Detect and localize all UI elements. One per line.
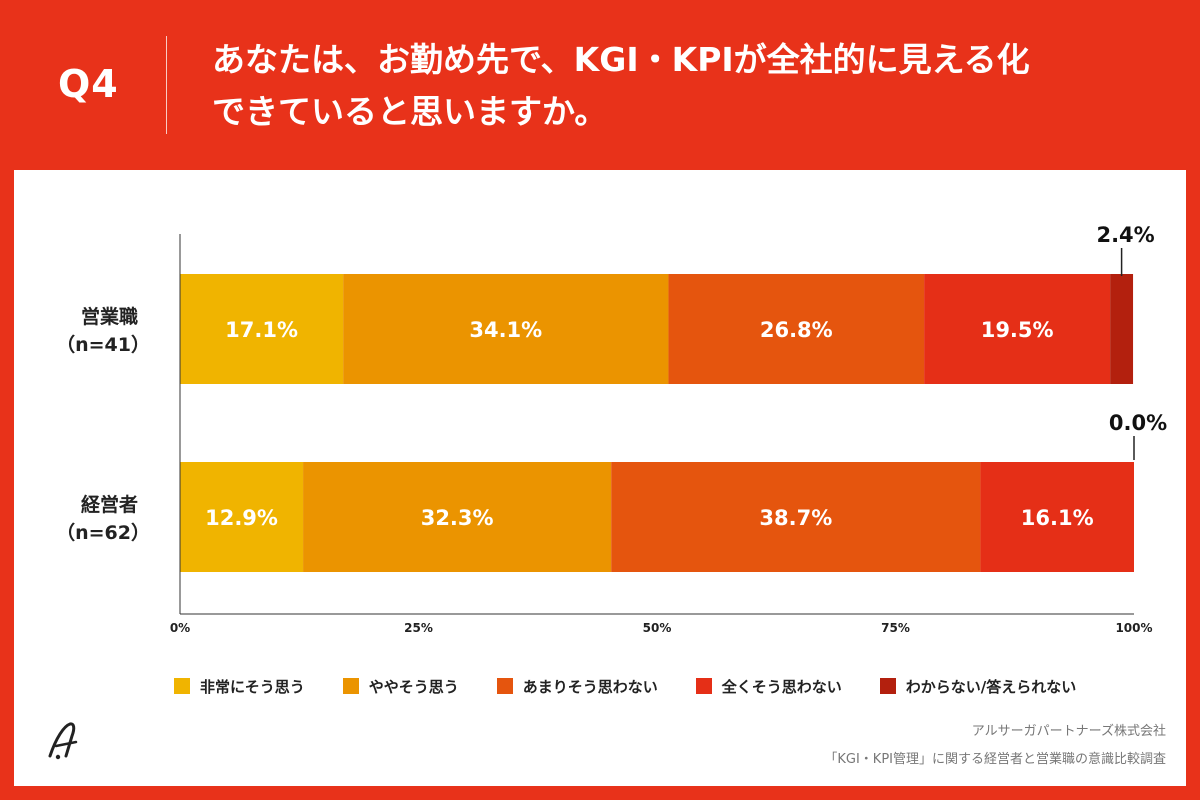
bar-segment — [611, 462, 981, 572]
legend-item: あまりそう思わない — [496, 676, 658, 697]
legend-label: 非常にそう思う — [200, 677, 305, 696]
legend-swatch — [496, 678, 513, 694]
bar-segment — [180, 462, 304, 572]
data-label: 38.7% — [759, 506, 832, 530]
x-tick-label: 75% — [881, 621, 910, 635]
legend-item: ややそう思う — [342, 676, 459, 697]
legend-item: 全くそう思わない — [695, 676, 842, 697]
legend-label: ややそう思う — [368, 677, 459, 696]
x-tick-label: 0% — [170, 621, 190, 635]
x-tick-label: 100% — [1115, 621, 1152, 635]
header-divider — [166, 36, 167, 134]
x-tick-label: 50% — [643, 621, 672, 635]
bar-segment — [343, 274, 669, 384]
bar-segment — [980, 462, 1134, 572]
data-label: 26.8% — [760, 318, 833, 342]
chart-panel: 営業職 （n=41） 経営者 （n=62） 17.1% 34.1% 26.8% 19.5% 2.… — [14, 170, 1186, 786]
question-line-1: あなたは、お勤め先で、KGI・KPIが全社的に見える化 — [212, 40, 1030, 79]
category-n-label: （n=41） — [56, 333, 150, 356]
x-tick-label: 25% — [404, 621, 433, 635]
survey-name: 「KGI・KPI管理」に関する経営者と営業職の意識比較調査 — [824, 752, 1166, 767]
legend-swatch — [695, 678, 712, 694]
header: Q4 あなたは、お勤め先で、KGI・KPIが全社的に見える化 できていると思いま… — [0, 0, 1200, 168]
question-number: Q4 — [58, 62, 119, 106]
chart-legend: 非常にそう思う ややそう思う あまりそう思わない 全くそう思わない わからない/答えられ… — [174, 674, 1174, 698]
legend-label: わからない/答えられない — [905, 677, 1077, 696]
question-title: あなたは、お勤め先で、KGI・KPIが全社的に見える化 できていると思いますか。 — [212, 34, 1112, 138]
legend-label: 全くそう思わない — [721, 677, 842, 696]
category-label: 経営者 — [81, 493, 138, 516]
data-label: 17.1% — [225, 318, 298, 342]
question-line-2: できていると思いますか。 — [212, 92, 608, 131]
data-label: 2.4% — [1096, 223, 1154, 247]
company-name: アルサーガパートナーズ株式会社 — [971, 724, 1166, 739]
source-credit: アルサーガパートナーズ株式会社 「KGI・KPI管理」に関する経営者と営業職の意… — [824, 718, 1166, 774]
company-logo — [44, 718, 84, 762]
data-label: 34.1% — [469, 318, 542, 342]
bar-segment — [668, 274, 925, 384]
legend-swatch — [342, 678, 359, 694]
legend-item: 非常にそう思う — [174, 676, 305, 697]
data-label: 12.9% — [205, 506, 278, 530]
data-label: 19.5% — [981, 318, 1054, 342]
legend-swatch — [879, 678, 896, 694]
data-label: 32.3% — [421, 506, 494, 530]
bar-segment — [1110, 274, 1134, 384]
legend-swatch — [174, 678, 190, 694]
data-label: 16.1% — [1021, 506, 1094, 530]
bar-segment — [180, 274, 344, 384]
bar-segment — [924, 274, 1111, 384]
legend-label: あまりそう思わない — [522, 677, 658, 696]
bar-segment — [303, 462, 612, 572]
data-label: 0.0% — [1109, 411, 1167, 435]
legend-item: わからない/答えられない — [879, 676, 1077, 697]
stacked-bar-chart: 営業職 （n=41） 経営者 （n=62） 17.1% 34.1% 26.8% 19.5% 2.… — [56, 223, 1167, 635]
category-label: 営業職 — [81, 305, 138, 328]
category-n-label: （n=62） — [56, 521, 150, 544]
